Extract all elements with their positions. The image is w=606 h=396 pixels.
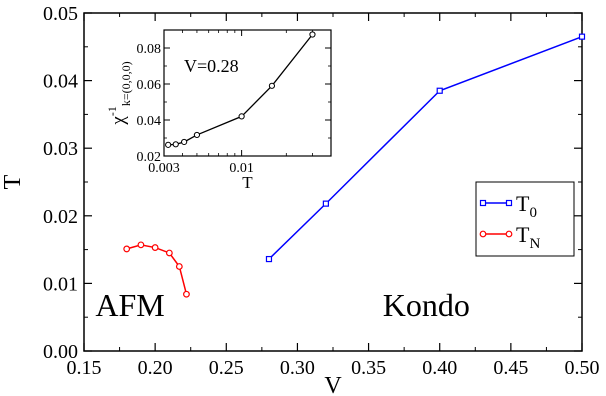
y-tick-label: 0.00	[43, 341, 78, 363]
legend-entry-label: T0	[516, 191, 537, 221]
y-axis-label: T	[0, 174, 26, 189]
annotation-label: AFM	[95, 287, 164, 323]
legend-entry-main: T	[516, 191, 530, 216]
inset-y-axis-label-sup: -1	[105, 106, 119, 116]
inset-data-point	[181, 138, 188, 146]
legend-marker	[479, 199, 487, 207]
inset-data-point	[268, 82, 276, 89]
y-tick-label: 0.05	[43, 3, 78, 25]
inset-frame	[163, 29, 332, 157]
inset-x-tick-label: 0.01	[229, 161, 254, 176]
x-tick-label: 0.35	[351, 357, 386, 379]
legend-marker	[505, 230, 513, 238]
data-point	[322, 200, 329, 207]
data-point	[165, 249, 173, 257]
legend-marker	[505, 199, 513, 207]
inset-y-axis-label-main: χ	[108, 116, 129, 126]
inset-data-point	[238, 113, 245, 120]
y-tick-label: 0.04	[43, 71, 78, 93]
x-axis-label: V	[324, 373, 342, 396]
legend-entry-main: T	[516, 222, 530, 247]
data-point	[137, 241, 145, 249]
series-line-0	[268, 35, 583, 260]
x-tick-label: 0.45	[493, 357, 528, 379]
main-plot: 0.15 0.20 0.25 0.30 0.35 0.40 0.45 0.50 0.00 0.01…	[0, 3, 600, 396]
inset-y-tick-label: 0.04	[137, 114, 162, 129]
inset-y-tick-label: 0.02	[137, 150, 162, 165]
data-point	[151, 244, 159, 251]
y-tick-label: 0.02	[43, 206, 78, 228]
legend-box	[475, 181, 575, 257]
legend-entry-sub: N	[529, 236, 540, 252]
inset-x-tick-label: 0.003	[148, 161, 180, 176]
data-point	[123, 245, 131, 253]
legend-entry-sub: 0	[529, 205, 537, 221]
inset-y-tick-label: 0.08	[137, 42, 162, 57]
x-tick-label: 0.40	[422, 357, 457, 379]
data-point	[578, 33, 586, 40]
inset-y-axis-label: χ-1k=(0,0,0)	[105, 61, 133, 125]
x-tick-label: 0.50	[565, 357, 600, 379]
inset-plot: 0.003 0.01 0.02 0.04 0.06 0.08 Tχ-1k=(0,0,0) V=…	[105, 29, 332, 192]
inset-data-point	[193, 131, 201, 139]
inset-y-axis-label-sub: k=(0,0,0)	[119, 61, 133, 106]
inset-annotation: V=0.28	[184, 56, 239, 76]
inset-y-tick-label: 0.06	[137, 78, 162, 93]
inset-x-axis-label: T	[242, 173, 253, 192]
data-point	[175, 263, 183, 270]
legend-marker	[479, 230, 487, 238]
inset-data-point	[172, 141, 179, 148]
x-tick-label: 0.15	[67, 357, 102, 379]
x-tick-label: 0.25	[209, 357, 244, 379]
data-point	[436, 87, 443, 94]
inset-data-point	[309, 31, 316, 38]
annotation-label: Kondo	[383, 287, 470, 323]
x-tick-label: 0.30	[280, 357, 315, 379]
data-point	[183, 290, 190, 298]
legend-entry-label: TN	[516, 222, 540, 252]
data-point	[265, 255, 273, 263]
y-tick-label: 0.01	[43, 273, 78, 295]
inset-data-point	[165, 141, 172, 148]
y-tick-label: 0.03	[43, 138, 78, 160]
x-tick-label: 0.20	[138, 357, 173, 379]
